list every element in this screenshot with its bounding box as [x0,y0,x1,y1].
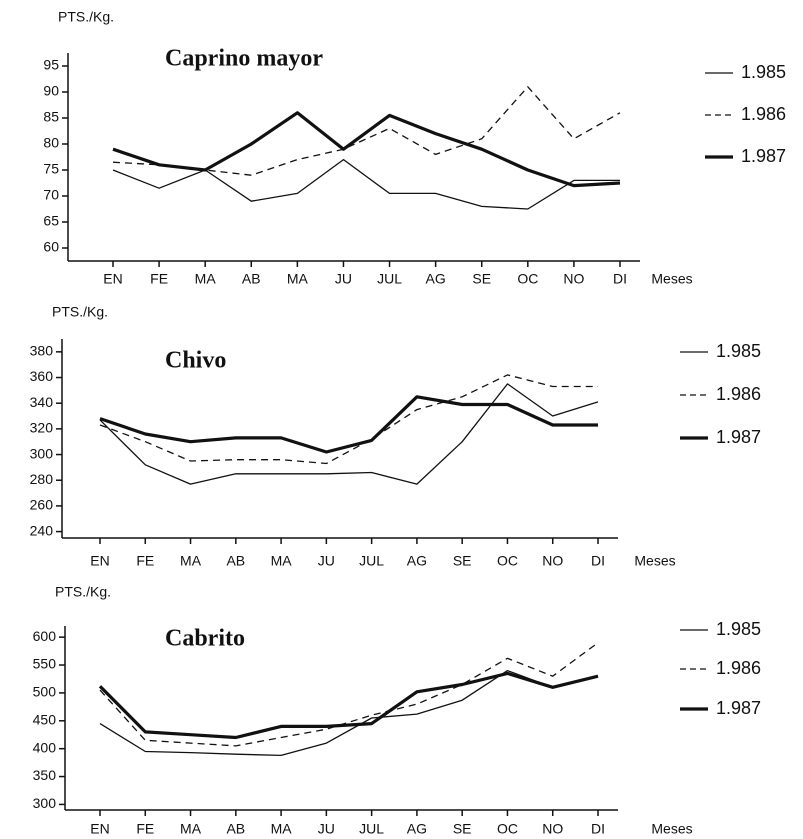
y-axis-label: PTS./Kg. [58,9,114,25]
chart-title: Caprino mayor [165,46,323,72]
x-tick-label: MA [180,821,202,837]
y-tick-label: 95 [43,57,59,73]
y-tick-label: 280 [30,471,54,487]
y-tick-label: 260 [30,497,54,513]
y-tick-label: 360 [30,368,54,384]
y-tick-label: 80 [43,135,59,151]
y-tick-label: 600 [33,628,57,644]
legend-label: 1.986 [716,384,761,404]
y-tick-label: 500 [33,684,57,700]
y-tick-label: 75 [43,161,59,177]
x-tick-label: AB [242,271,261,287]
x-tick-label: OC [497,821,518,837]
y-axis-label: PTS./Kg. [55,584,111,600]
x-tick-label: SE [453,821,472,837]
x-tick-label: EN [103,271,122,287]
x-tick-label: MA [180,553,202,569]
x-axis-label: Meses [634,553,675,569]
x-tick-label: DI [613,271,627,287]
x-tick-label: FE [136,821,154,837]
x-tick-label: JU [335,271,352,287]
x-tick-label: AG [407,553,427,569]
y-tick-label: 85 [43,109,59,125]
y-tick-label: 550 [33,656,57,672]
x-tick-label: MA [271,821,293,837]
y-tick-label: 400 [33,739,57,755]
y-tick-label: 450 [33,711,57,727]
legend-label: 1.986 [716,658,761,678]
legend-label: 1.985 [716,341,761,361]
x-tick-label: MA [287,271,309,287]
x-tick-label: JUL [377,271,402,287]
y-tick-label: 380 [30,343,54,359]
y-tick-label: 300 [30,445,54,461]
series-line [99,374,598,465]
y-tick-label: 320 [30,420,54,436]
x-tick-label: JU [318,821,335,837]
x-tick-label: NO [542,821,563,837]
y-tick-label: 90 [43,83,59,99]
x-tick-label: NO [542,553,563,569]
series-line [99,383,599,485]
x-tick-label: FE [150,271,168,287]
x-tick-label: MA [271,553,293,569]
y-tick-label: 70 [43,187,59,203]
x-tick-label: AG [407,821,427,837]
x-tick-label: DI [591,553,605,569]
legend-label: 1.987 [741,146,786,166]
x-tick-label: FE [136,553,154,569]
legend-label: 1.987 [716,427,761,447]
x-tick-label: AG [426,271,446,287]
legend-label: 1.986 [741,104,786,124]
x-tick-label: EN [90,553,109,569]
series-line [98,671,599,740]
y-tick-label: 340 [30,394,54,410]
chart-title: Cabrito [165,626,245,652]
series-line [99,395,598,454]
x-tick-label: AB [226,821,245,837]
x-tick-label: DI [591,821,605,837]
x-tick-label: JUL [359,553,384,569]
x-tick-label: EN [90,821,109,837]
x-tick-label: JU [318,553,335,569]
x-tick-label: NO [563,271,584,287]
x-tick-label: OC [517,271,538,287]
x-tick-label: JUL [359,821,384,837]
x-tick-label: MA [195,271,217,287]
series-line [112,111,621,188]
series-line [112,158,620,210]
x-tick-label: SE [453,553,472,569]
legend-label: 1.987 [716,698,761,718]
x-tick-label: SE [472,271,491,287]
y-tick-label: 65 [43,213,59,229]
y-tick-label: 350 [33,767,57,783]
chart-title: Chivo [165,348,226,374]
x-tick-label: OC [497,553,518,569]
y-tick-label: 60 [43,239,59,255]
y-tick-label: 240 [30,522,54,538]
y-axis-label: PTS./Kg. [52,304,108,320]
x-tick-label: AB [226,553,245,569]
legend-label: 1.985 [716,619,761,639]
x-axis-label: Meses [651,271,692,287]
legend-label: 1.985 [741,62,786,82]
series-line [99,669,599,757]
x-axis-label: Meses [651,821,692,837]
y-tick-label: 300 [33,795,57,811]
